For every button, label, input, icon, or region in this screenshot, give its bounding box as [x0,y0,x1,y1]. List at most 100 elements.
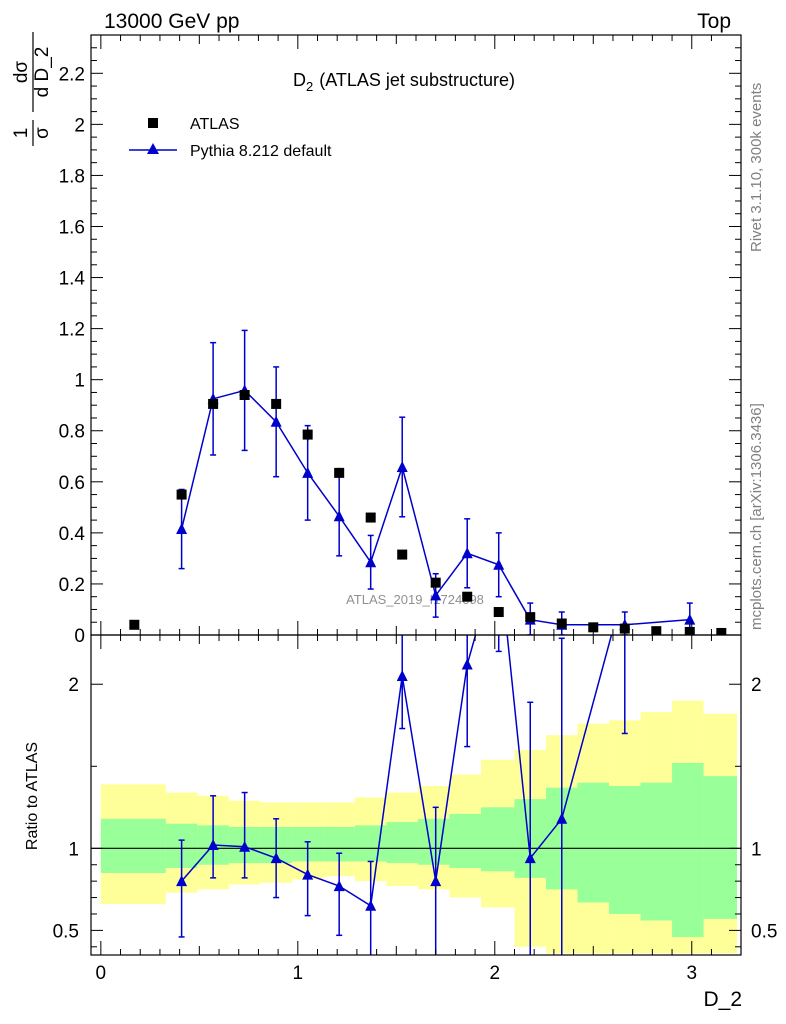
atlas-point [716,627,727,635]
legend-atlas-marker [148,118,158,128]
ratio-y-axis-label: Ratio to ATLAS [24,742,41,850]
atlas-point [271,398,282,409]
atlas-point [365,512,376,523]
main-y-tick-label: 0.8 [59,422,85,443]
main-series-group [129,329,727,635]
ratio-y-tick-label-right: 2 [751,675,762,696]
main-frame [90,34,742,636]
ratio-y-tick-label: 0.5 [53,921,79,942]
main-y-tick-label: 1.8 [59,166,85,187]
ratio-y-tick-label: 2 [68,675,79,696]
process-label: 13000 GeV pp [104,10,239,33]
atlas-point [430,577,441,588]
pythia-point [684,613,696,625]
ratio-y-tick-label-right: 0.5 [751,921,777,942]
ratio-y-tick-label-right: 1 [751,839,762,860]
atlas-point [208,398,219,409]
chart-title: D2 (ATLAS jet substructure) [293,70,515,94]
legend-pythia-label: Pythia 8.212 default [190,143,332,160]
atlas-point [129,619,140,630]
atlas-point [239,390,250,400]
pythia-point [365,556,377,568]
main-y-axis-label: 1 σ dσ d D_2 [11,32,53,146]
ratio-point [333,880,345,892]
ratio-point [556,812,568,824]
atlas-point [651,626,662,635]
pythia-point [302,466,314,478]
legend-pythia-marker [147,143,159,154]
green-band-bin [703,776,738,919]
main-y-tick-label: 1.4 [59,269,86,290]
ratio-point [302,868,314,880]
green-band-bin [481,807,515,872]
green-band-bin [640,782,673,921]
green-band-bin [449,813,481,869]
main-y-tick-label: 1.2 [59,320,85,341]
ratio-point [684,268,695,279]
atlas-point [334,467,345,478]
ratio-point [461,658,473,670]
legend: ATLAS Pythia 8.212 default [129,116,332,160]
x-tick-label: 3 [686,963,697,984]
x-tick-label: 1 [293,963,304,984]
main-y-tick-label: 0.6 [59,473,85,494]
pythia-point [333,510,345,522]
ratio-point [430,875,442,887]
ratio-panel: 0 1 2 3 0.5 0.5 1 1 2 2 [53,268,777,984]
pythia-point [461,547,473,559]
tag-label: Top [697,10,731,33]
main-y-tick-label: 1.6 [59,217,85,238]
ratio-point [207,839,219,851]
pythia-point [430,589,442,601]
main-y-tick-label: 2 [74,115,85,136]
legend-atlas-label: ATLAS [190,116,240,133]
main-panel: 0 0.2 0.4 0.6 0.8 1 1.2 1.4 1.6 1.8 2 2.2 [59,34,742,647]
analysis-watermark: ATLAS_2019_I1724098 [346,592,484,607]
pythia-point [493,558,505,570]
ratio-point [270,852,282,864]
atlas-point [525,612,536,623]
atlas-point [619,623,630,634]
atlas-point [462,591,473,602]
ratio-point [365,899,377,911]
pythia-point [270,415,282,427]
ratio-y-tick-label: 1 [68,839,79,860]
x-axis-label: D_2 [703,988,742,1011]
main-y-tick-label: 0.2 [59,575,85,596]
main-y-tick-label: 1 [74,371,85,392]
main-y-tick-label: 0 [74,626,85,647]
atlas-point [684,626,695,635]
green-band-bin [417,818,450,865]
ylabel-frac2-den: d D_2 [32,47,53,98]
title-rest: (ATLAS jet substructure) [319,70,515,90]
x-tick-label: 0 [96,963,107,984]
ratio-point [619,580,630,591]
atlas-point [397,549,408,560]
atlas-point [556,618,567,629]
green-band-bin [672,763,704,937]
x-tick-label: 2 [489,963,500,984]
main-y-tick-label: 0.4 [59,524,86,545]
atlas-point [176,489,187,500]
pythia-point [396,461,408,472]
ratio-point [524,852,536,864]
ratio-point [176,875,188,887]
green-band-bin [609,785,641,914]
ratio-point [239,840,251,852]
uncertainty-bands [100,700,738,954]
green-band-bin [100,818,166,873]
ratio-point [396,670,408,682]
title-main: D [293,70,306,90]
ylabel-frac1-den: σ [32,127,53,139]
green-band-bin [386,822,418,864]
ratio-series [176,268,695,955]
pythia-point [176,523,188,535]
atlas-point [493,607,504,618]
site-label: mcplots.cern.ch [arXiv:1306.3436] [748,403,765,630]
atlas-point [302,429,313,440]
ylabel-frac2-num: dσ [11,61,32,84]
ylabel-frac1-num: 1 [11,128,32,139]
main-y-tick-label: 2.2 [59,64,85,85]
rivet-label: Rivet 3.1.10, 300k events [748,83,765,252]
